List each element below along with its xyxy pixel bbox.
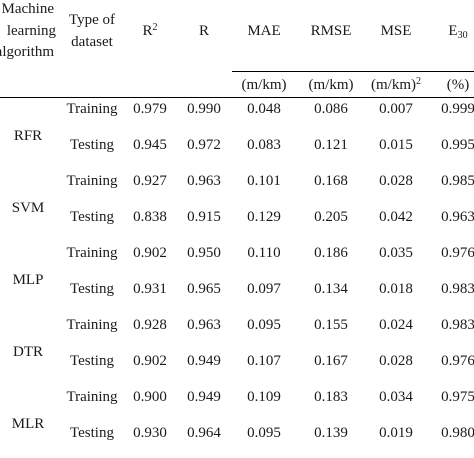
header-algorithm-line1: Machine xyxy=(1,1,54,17)
cell-r2: 0.928 xyxy=(133,317,167,333)
cell-r2: 0.945 xyxy=(133,137,167,153)
cell-mae: 0.107 xyxy=(247,353,281,369)
header-dataset-line2: dataset xyxy=(71,34,113,50)
cell-mse: 0.019 xyxy=(379,425,413,441)
dataset-cell: Testing xyxy=(70,137,114,153)
unit-mse: (m/km)2 xyxy=(371,76,421,94)
cell-rmse: 0.186 xyxy=(314,245,348,261)
cell-mse: 0.015 xyxy=(379,137,413,153)
cell-mse: 0.035 xyxy=(379,245,413,261)
dataset-cell: Training xyxy=(66,101,118,117)
cell-r: 0.965 xyxy=(187,281,221,297)
cell-e30: 0.963 xyxy=(441,209,474,225)
cell-r: 0.963 xyxy=(187,173,221,189)
cell-rmse: 0.183 xyxy=(314,389,348,405)
cell-e30: 0.985 xyxy=(441,173,474,189)
cell-r2: 0.927 xyxy=(133,173,167,189)
cell-mse: 0.042 xyxy=(379,209,413,225)
cell-mae: 0.095 xyxy=(247,317,281,333)
algorithm-label: MLR xyxy=(11,416,45,432)
cell-e30: 0.976 xyxy=(441,353,474,369)
cell-mse: 0.024 xyxy=(379,317,413,333)
cell-mse: 0.034 xyxy=(379,389,413,405)
cell-e30: 0.995 xyxy=(441,137,474,153)
cell-e30: 0.980 xyxy=(441,425,474,441)
unit-rmse: (m/km) xyxy=(308,77,354,93)
dataset-cell: Testing xyxy=(70,353,114,369)
cell-r: 0.915 xyxy=(187,209,221,225)
cell-r2: 0.931 xyxy=(133,281,167,297)
cell-e30: 0.976 xyxy=(441,245,474,261)
dataset-cell: Training xyxy=(66,317,118,333)
algorithm-label: SVM xyxy=(11,200,45,216)
unit-e30: (%) xyxy=(446,77,470,93)
cell-r2: 0.900 xyxy=(133,389,167,405)
cell-r2: 0.930 xyxy=(133,425,167,441)
cell-mae: 0.129 xyxy=(247,209,281,225)
cell-r2: 0.838 xyxy=(133,209,167,225)
cell-mse: 0.028 xyxy=(379,173,413,189)
cell-e30: 0.999 xyxy=(441,101,474,117)
cell-mse: 0.018 xyxy=(379,281,413,297)
cell-mse: 0.007 xyxy=(379,101,413,117)
dataset-cell: Training xyxy=(66,245,118,261)
cell-r: 0.990 xyxy=(187,101,221,117)
cell-mae: 0.110 xyxy=(247,245,281,261)
dataset-cell: Testing xyxy=(70,425,114,441)
cell-mae: 0.095 xyxy=(247,425,281,441)
cell-e30: 0.983 xyxy=(441,281,474,297)
cell-e30: 0.975 xyxy=(441,389,474,405)
cell-mae: 0.048 xyxy=(247,101,281,117)
cell-e30: 0.983 xyxy=(441,317,474,333)
header-r: R xyxy=(198,23,210,39)
cell-r2: 0.979 xyxy=(133,101,167,117)
units-top-rule xyxy=(232,71,474,72)
cell-mae: 0.097 xyxy=(247,281,281,297)
cell-r: 0.963 xyxy=(187,317,221,333)
algorithm-label: DTR xyxy=(13,344,43,360)
cell-rmse: 0.167 xyxy=(314,353,348,369)
cell-rmse: 0.168 xyxy=(314,173,348,189)
cell-mae: 0.101 xyxy=(247,173,281,189)
header-mae: MAE xyxy=(247,23,281,39)
dataset-cell: Training xyxy=(66,173,118,189)
cell-rmse: 0.205 xyxy=(314,209,348,225)
cell-rmse: 0.139 xyxy=(314,425,348,441)
cell-rmse: 0.134 xyxy=(314,281,348,297)
header-algorithm-line3: algorithm xyxy=(0,44,54,60)
cell-rmse: 0.155 xyxy=(314,317,348,333)
cell-r: 0.949 xyxy=(187,389,221,405)
cell-mae: 0.083 xyxy=(247,137,281,153)
cell-r: 0.949 xyxy=(187,353,221,369)
header-bottom-rule xyxy=(0,97,474,98)
cell-r2: 0.902 xyxy=(133,245,167,261)
header-algorithm-line2: learning xyxy=(6,23,56,39)
unit-mae: (m/km) xyxy=(241,77,287,93)
header-mse: MSE xyxy=(380,23,412,39)
cell-r2: 0.902 xyxy=(133,353,167,369)
header-e30: E30 xyxy=(448,23,468,41)
cell-r: 0.964 xyxy=(187,425,221,441)
cell-rmse: 0.121 xyxy=(314,137,348,153)
header-dataset-line1: Type of xyxy=(68,12,116,28)
header-rmse: RMSE xyxy=(310,23,352,39)
cell-r: 0.950 xyxy=(187,245,221,261)
cell-mse: 0.028 xyxy=(379,353,413,369)
cell-r: 0.972 xyxy=(187,137,221,153)
dataset-cell: Training xyxy=(66,389,118,405)
dataset-cell: Testing xyxy=(70,209,114,225)
cell-rmse: 0.086 xyxy=(314,101,348,117)
dataset-cell: Testing xyxy=(70,281,114,297)
header-r2: R2 xyxy=(142,22,158,40)
algorithm-label: MLP xyxy=(12,272,44,288)
algorithm-label: RFR xyxy=(13,128,43,144)
cell-mae: 0.109 xyxy=(247,389,281,405)
